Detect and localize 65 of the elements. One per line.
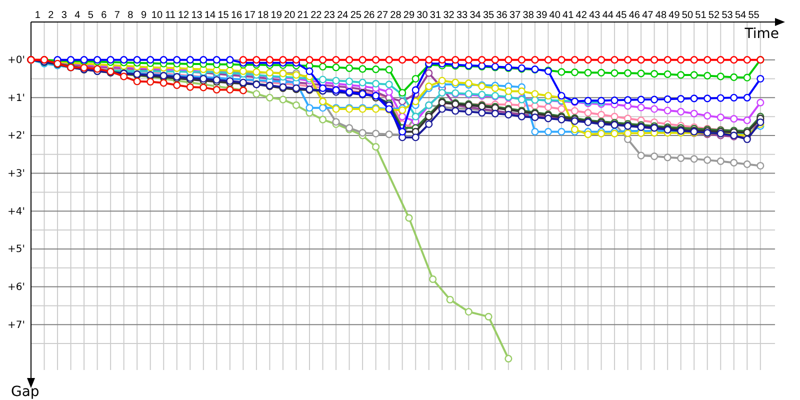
x-tick-label: 19 xyxy=(270,10,282,21)
x-axis-title: Time xyxy=(744,26,779,42)
x-tick-label: 35 xyxy=(482,10,495,21)
x-tick-label: 54 xyxy=(734,10,747,21)
x-tick-label: 45 xyxy=(616,10,628,21)
x-tick-label: 13 xyxy=(191,10,203,21)
x-tick-label: 2 xyxy=(48,10,54,21)
x-tick-label: 51 xyxy=(695,10,707,21)
y-tick-label: +5' xyxy=(8,244,25,256)
x-tick-label: 49 xyxy=(668,10,680,21)
x-tick-label: 6 xyxy=(101,10,108,21)
y-axis-title: Gap xyxy=(11,384,40,400)
x-tick-label: 31 xyxy=(430,10,442,21)
y-tick-label: +4' xyxy=(8,206,25,218)
x-tick-label: 38 xyxy=(522,10,534,21)
x-tick-label: 21 xyxy=(297,10,309,21)
x-tick-label: 37 xyxy=(510,10,522,21)
x-tick-label: 53 xyxy=(722,10,734,21)
x-tick-label: 3 xyxy=(61,10,68,21)
x-tick-label: 30 xyxy=(416,10,428,21)
x-tick-label: 39 xyxy=(536,10,548,21)
x-tick-label: 25 xyxy=(350,10,362,21)
x-tick-label: 44 xyxy=(602,10,614,21)
x-tick-label: 9 xyxy=(140,10,147,21)
x-tick-label: 1 xyxy=(34,10,41,21)
x-tick-label: 41 xyxy=(562,10,574,21)
y-tick-label: +0' xyxy=(8,55,25,66)
x-tick-label: 22 xyxy=(310,10,322,21)
x-tick-label: 34 xyxy=(470,10,482,21)
x-tick-label: 10 xyxy=(151,10,163,21)
x-tick-label: 46 xyxy=(628,10,640,21)
x-tick-label: 27 xyxy=(376,10,388,21)
x-tick-label: 5 xyxy=(88,10,94,21)
x-tick-label: 28 xyxy=(390,10,402,21)
x-tick-label: 11 xyxy=(165,10,176,21)
x-tick-label: 32 xyxy=(443,10,455,21)
x-tick-label: 40 xyxy=(549,10,561,21)
x-tick-label: 7 xyxy=(114,10,120,21)
x-tick-label: 43 xyxy=(589,10,601,21)
x-tick-label: 26 xyxy=(364,10,376,21)
y-tick-label: +1' xyxy=(8,92,25,104)
y-tick-label: +2' xyxy=(8,130,25,142)
x-tick-label: 8 xyxy=(128,10,134,21)
x-tick-label: 14 xyxy=(204,10,216,21)
x-tick-label: 20 xyxy=(284,10,296,21)
x-tick-label: 55 xyxy=(748,10,760,21)
x-tick-label: 24 xyxy=(337,10,349,21)
y-tick-label: +3' xyxy=(8,168,25,180)
x-tick-label: 23 xyxy=(324,10,336,21)
x-tick-label: 29 xyxy=(403,10,415,21)
x-tick-label: 16 xyxy=(231,10,243,21)
x-tick-label: 17 xyxy=(244,10,256,21)
x-tick-label: 4 xyxy=(74,10,81,21)
x-tick-label: 36 xyxy=(496,10,508,21)
x-tick-label: 50 xyxy=(682,10,694,21)
y-tick-label: +7' xyxy=(8,320,25,331)
x-tick-label: 12 xyxy=(178,10,190,21)
x-tick-label: 47 xyxy=(642,10,654,21)
x-tick-label: 48 xyxy=(655,10,667,21)
x-tick-label: 42 xyxy=(576,10,588,21)
x-tick-label: 33 xyxy=(456,10,468,21)
x-tick-label: 15 xyxy=(218,10,230,21)
x-tick-label: 18 xyxy=(258,10,270,21)
x-tick-label: 52 xyxy=(708,10,720,21)
y-tick-label: +6' xyxy=(8,282,25,293)
